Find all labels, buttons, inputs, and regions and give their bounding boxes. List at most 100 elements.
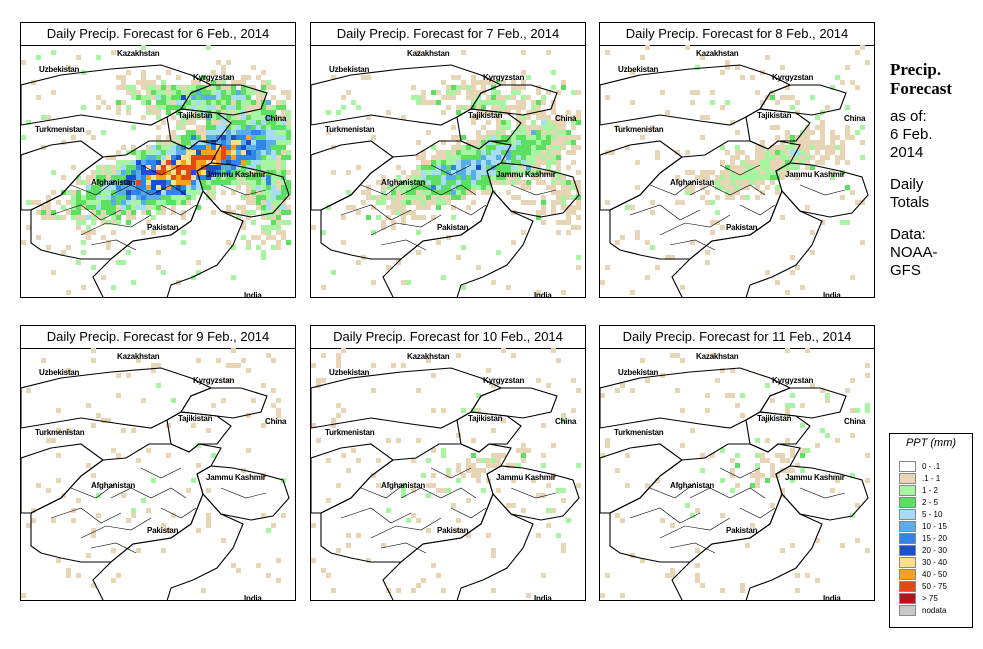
- precip-cell: [151, 185, 156, 190]
- precip-cell: [206, 513, 211, 518]
- precip-cell: [341, 95, 346, 100]
- precip-cell: [516, 120, 521, 125]
- precip-cell: [730, 160, 735, 165]
- precip-cell: [151, 180, 156, 185]
- precip-cell: [451, 160, 456, 165]
- precip-cell: [171, 90, 176, 95]
- precip-cell: [66, 290, 71, 295]
- precip-cell: [491, 458, 496, 463]
- precip-cell: [456, 135, 461, 140]
- precip-cell: [795, 135, 800, 140]
- precip-cell: [161, 155, 166, 160]
- precip-cell: [675, 388, 680, 393]
- precip-cell: [436, 185, 441, 190]
- precip-cell: [171, 180, 176, 185]
- precip-cell: [191, 185, 196, 190]
- precip-cell: [805, 448, 810, 453]
- precip-cell: [436, 190, 441, 195]
- precip-cell: [241, 175, 246, 180]
- precip-cell: [650, 245, 655, 250]
- precip-cell: [795, 155, 800, 160]
- precip-cell: [326, 205, 331, 210]
- precip-cell: [221, 65, 226, 70]
- precip-cell: [271, 205, 276, 210]
- precip-cell: [551, 443, 556, 448]
- precip-cell: [441, 160, 446, 165]
- precip-cell: [546, 170, 551, 175]
- precip-cell: [451, 90, 456, 95]
- precip-cell: [201, 155, 206, 160]
- precip-cell: [725, 60, 730, 65]
- label-turkmenistan: Turkmenistan: [325, 428, 375, 437]
- precip-cell: [491, 180, 496, 185]
- precip-cell: [201, 175, 206, 180]
- precip-cell: [231, 150, 236, 155]
- precip-cell: [46, 195, 51, 200]
- precip-cell: [161, 548, 166, 553]
- precip-cell: [181, 95, 186, 100]
- precip-cell: [496, 100, 501, 105]
- precip-cell: [276, 413, 281, 418]
- precip-cell: [246, 75, 251, 80]
- precip-cell: [710, 230, 715, 235]
- precip-map: Uzbekistan Kazakhstan Kyrgyzstan Tajikistan…: [600, 45, 874, 297]
- precip-cell: [261, 210, 266, 215]
- precip-cell: [266, 110, 271, 115]
- precip-cell: [815, 150, 820, 155]
- precip-cell: [336, 483, 341, 488]
- precip-cell: [236, 215, 241, 220]
- province-boundary: [450, 204, 487, 216]
- precip-cell: [211, 190, 216, 195]
- sidebar-info: Precip. Forecast as of: 6 Feb. 2014 Dail…: [890, 60, 980, 280]
- precip-cell: [441, 175, 446, 180]
- precip-cell: [551, 110, 556, 115]
- precip-cell: [785, 130, 790, 135]
- precip-cell: [446, 488, 451, 493]
- precip-cell: [231, 100, 236, 105]
- precip-cell: [845, 135, 850, 140]
- precip-cell: [156, 165, 161, 170]
- precip-cell: [501, 348, 506, 353]
- province-boundary: [80, 214, 152, 236]
- precip-cell: [151, 170, 156, 175]
- precip-cell: [645, 240, 650, 245]
- precip-cell: [216, 145, 221, 150]
- precip-cell: [805, 150, 810, 155]
- precip-cell: [251, 115, 256, 120]
- precip-cell: [835, 75, 840, 80]
- precip-cell: [426, 195, 431, 200]
- precip-cell: [191, 100, 196, 105]
- label-kyrgyzstan: Kyrgyzstan: [772, 73, 814, 82]
- precip-cell: [780, 150, 785, 155]
- precip-cell: [266, 125, 271, 130]
- precip-cell: [276, 185, 281, 190]
- precip-cell: [436, 195, 441, 200]
- precip-cell: [201, 115, 206, 120]
- precip-cell: [521, 80, 526, 85]
- precip-cell: [825, 155, 830, 160]
- precip-cell: [281, 160, 286, 165]
- precip-cell: [401, 210, 406, 215]
- precip-cell: [256, 135, 261, 140]
- precip-cell: [421, 215, 426, 220]
- precip-cell: [521, 170, 526, 175]
- precip-cell: [501, 95, 506, 100]
- precip-cell: [246, 130, 251, 135]
- precip-cell: [171, 165, 176, 170]
- precip-cell: [241, 95, 246, 100]
- precip-cell: [531, 135, 536, 140]
- precip-cell: [281, 100, 286, 105]
- precip-cell: [191, 160, 196, 165]
- precip-cell: [506, 135, 511, 140]
- precip-cell: [541, 170, 546, 175]
- precip-cell: [126, 205, 131, 210]
- precip-cell: [176, 195, 181, 200]
- precip-cell: [456, 518, 461, 523]
- precip-cell: [511, 175, 516, 180]
- precip-cell: [206, 155, 211, 160]
- precip-cell: [96, 205, 101, 210]
- precip-cell: [176, 110, 181, 115]
- precip-cell: [645, 275, 650, 280]
- precip-cell: [441, 180, 446, 185]
- precip-cell: [196, 180, 201, 185]
